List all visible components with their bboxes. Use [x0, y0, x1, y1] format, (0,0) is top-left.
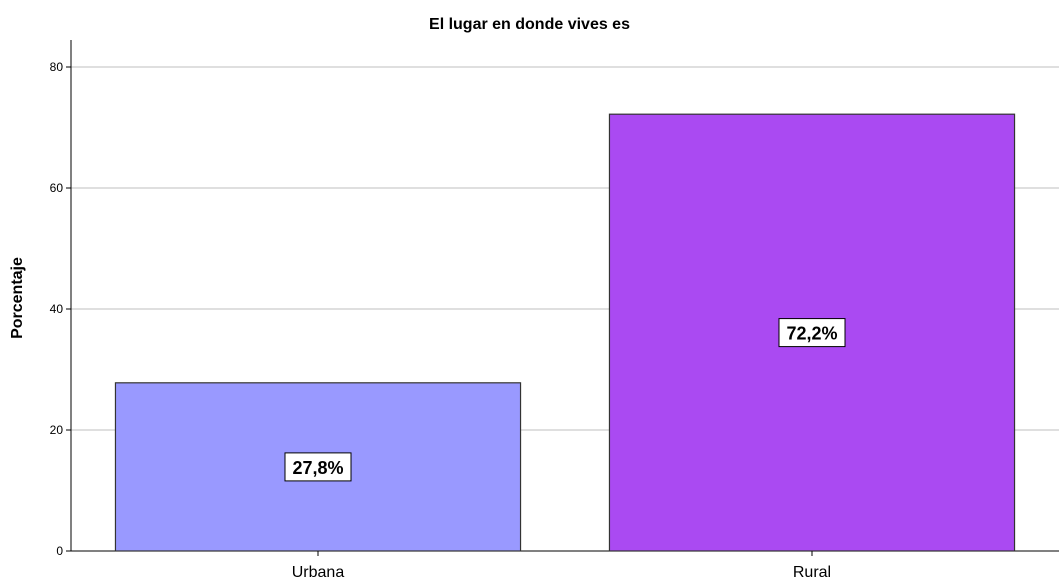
chart-title: El lugar en donde vives es [429, 16, 630, 33]
y-tick-label: 0 [56, 544, 63, 558]
y-tick-label: 80 [50, 60, 64, 74]
y-tick-label: 60 [50, 181, 64, 195]
y-tick-label: 20 [50, 423, 64, 437]
data-label-box [284, 452, 352, 482]
x-tick-label: Urbana [292, 564, 345, 581]
data-label-box [778, 318, 846, 348]
data-label: 72,2% [786, 324, 837, 344]
x-tick-label: Rural [793, 564, 831, 581]
data-label: 27,8% [292, 458, 343, 478]
y-tick-label: 40 [50, 302, 64, 316]
